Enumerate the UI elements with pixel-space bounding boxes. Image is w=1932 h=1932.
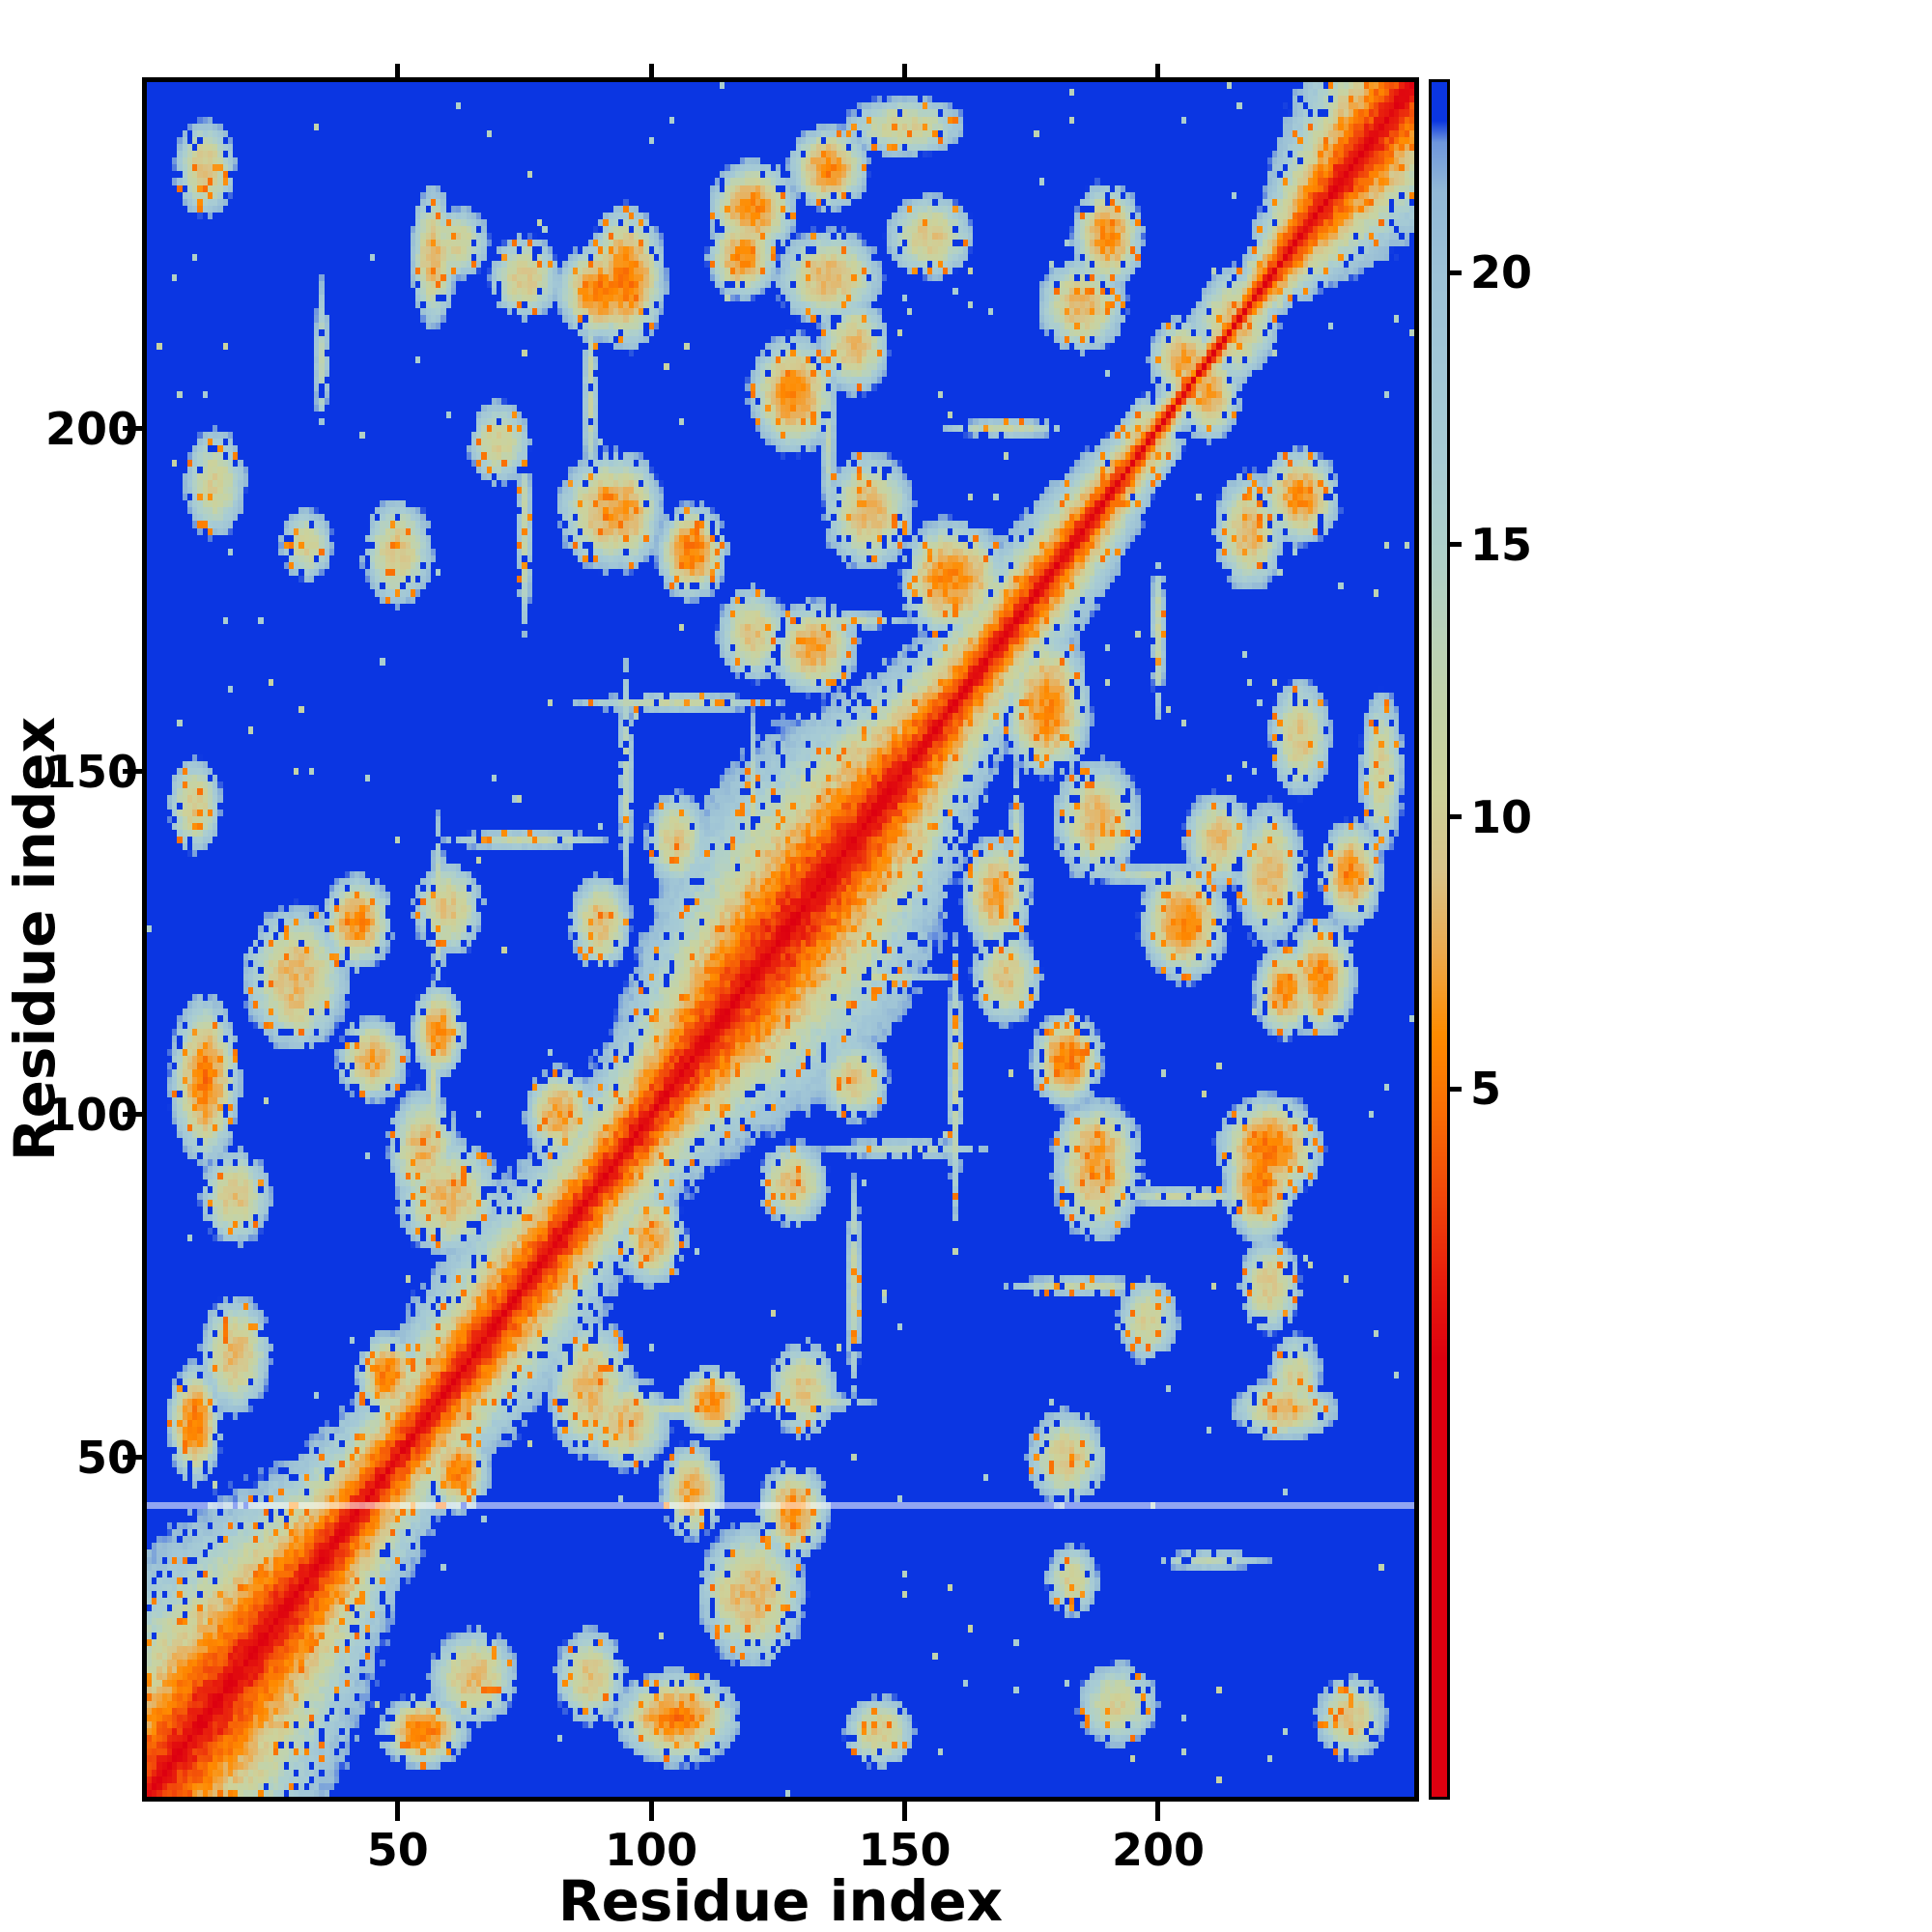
colorbar-tick-label: 20 — [1470, 246, 1533, 299]
colorbar-tick-label: 5 — [1470, 1063, 1502, 1116]
colorbar-tick — [1450, 270, 1462, 275]
colorbar-tick-label: 10 — [1470, 790, 1533, 843]
y-axis-tick — [123, 426, 142, 432]
colorbar-tick-label: 15 — [1470, 518, 1533, 571]
x-axis-label: Residue index — [557, 1868, 1004, 1932]
colorbar — [1429, 79, 1450, 1800]
x-tick-label: 50 — [366, 1824, 429, 1876]
x-axis-tick — [648, 1802, 654, 1821]
colorbar-tick — [1450, 542, 1462, 548]
y-tick-label: 150 — [44, 745, 138, 798]
x-tick-label: 200 — [1111, 1824, 1205, 1876]
x-axis-top-tick — [902, 64, 908, 77]
y-tick-label: 200 — [44, 402, 138, 455]
heatmap-canvas — [147, 82, 1414, 1797]
x-tick-label: 100 — [605, 1824, 698, 1876]
x-tick-label: 150 — [858, 1824, 952, 1876]
y-tick-label: 100 — [44, 1088, 138, 1141]
x-axis-tick — [902, 1802, 908, 1821]
x-axis-top-tick — [395, 64, 401, 77]
x-axis-top-tick — [648, 64, 654, 77]
colorbar-tick — [1450, 814, 1462, 820]
colorbar-tick — [1450, 1086, 1462, 1092]
y-axis-tick — [123, 1112, 142, 1118]
y-tick-label: 50 — [75, 1431, 138, 1484]
colorbar-canvas — [1432, 82, 1447, 1797]
plot-area — [142, 77, 1419, 1802]
y-axis-tick — [123, 769, 142, 775]
x-axis-tick — [1155, 1802, 1161, 1821]
x-axis-top-tick — [1155, 64, 1161, 77]
x-axis-tick — [395, 1802, 401, 1821]
y-axis-tick — [123, 1455, 142, 1461]
